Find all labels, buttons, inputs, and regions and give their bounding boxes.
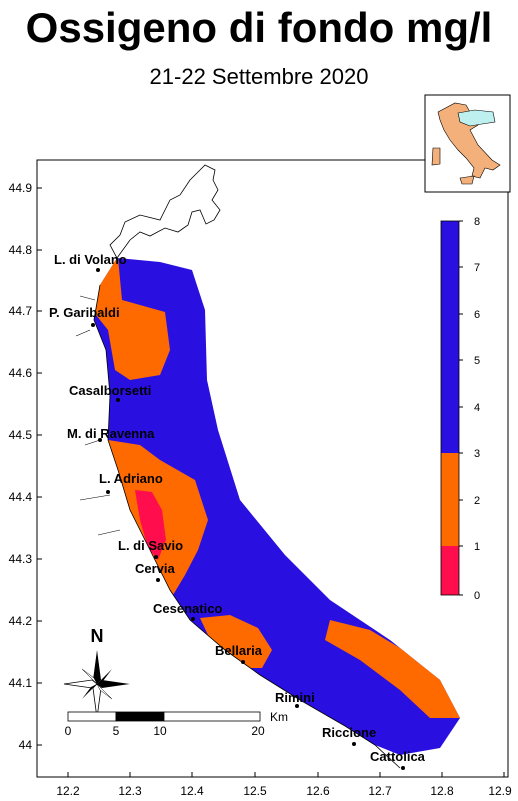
lat-tick-label: 44.7 [9,304,33,318]
scale-label: 0 [65,724,72,738]
colorbar-label: 5 [474,355,480,367]
inset-sicily [459,175,475,185]
town-label-rimini: Rimini [275,690,315,705]
lon-tick-label: 12.5 [243,784,267,798]
town-label-cervia: Cervia [135,561,176,576]
town-label-riccione: Riccione [322,725,376,740]
town-label-savio: L. di Savio [118,538,183,553]
town-label-adriano: L. Adriano [99,471,163,486]
town-label-garibaldi: P. Garibaldi [49,305,120,320]
colorbar-label: 6 [474,309,480,321]
lon-tick-label: 12.3 [118,784,142,798]
coastline-north [109,164,221,259]
town-marker [352,742,356,746]
town-marker [156,578,160,582]
lon-axis: 12.2 12.3 12.4 12.5 12.6 12.7 12.8 12.9 [56,772,512,798]
colorbar-label: 2 [474,495,480,507]
map-frame [36,159,509,778]
lat-tick-label: 44.2 [9,614,33,628]
lat-tick-label: 44.4 [9,490,33,504]
colorbar-class-low [441,546,459,595]
lon-tick-label: 12.2 [56,784,80,798]
town-marker [401,766,405,770]
map-title: Ossigeno di fondo mg/l [25,4,493,51]
town-marker [241,660,245,664]
lat-tick-label: 44.1 [9,676,33,690]
town-marker [106,490,110,494]
colorbar-class-mid [441,453,459,546]
scale-label: 10 [153,724,167,738]
lat-axis: 44.9 44.8 44.7 44.6 44.5 44.4 44.3 44.2 … [9,181,42,752]
scale-label: 20 [251,724,265,738]
coastline-main [93,284,401,769]
lon-tick-label: 12.4 [180,784,204,798]
lon-tick-label: 12.7 [368,784,392,798]
scale-label: 5 [113,724,120,738]
map-subtitle: 21-22 Settembre 2020 [149,64,369,89]
contour-class-mid-south [325,620,460,718]
town-label-volano: L. di Volano [54,252,127,267]
lat-tick-label: 44.5 [9,428,33,442]
colorbar-label: 4 [474,402,480,414]
colorbar-label: 1 [474,541,480,553]
colorbar-label: 0 [474,590,480,602]
colorbar-label: 8 [474,216,480,228]
oxygen-contour-layer [94,258,460,755]
lat-tick-label: 44.9 [9,181,33,195]
town-marker [98,438,102,442]
town-label-casalborsetti: Casalborsetti [69,383,151,398]
scale-unit: Km [270,710,288,724]
lat-tick-label: 44.8 [9,243,33,257]
lat-tick-label: 44.6 [9,366,33,380]
colorbar-label: 3 [474,448,480,460]
town-label-ravenna: M. di Ravenna [67,426,155,441]
lon-tick-label: 12.9 [488,784,512,798]
lon-tick-label: 12.8 [430,784,454,798]
inset-sardinia [431,147,441,166]
town-marker [96,268,100,272]
town-marker [154,555,158,559]
colorbar: 8 7 6 5 4 3 2 1 0 [440,216,480,602]
town-marker [191,617,195,621]
town-label-cattolica: Cattolica [370,749,426,764]
contour-class-mid-north [94,258,170,380]
compass-rose-icon: N [63,626,130,719]
lon-tick-label: 12.6 [306,784,330,798]
inset-emilia-region [457,109,496,127]
town-layer: L. di Volano P. Garibaldi Casalborsetti … [49,252,426,770]
town-label-bellaria: Bellaria [215,643,263,658]
town-label-cesenatico: Cesenatico [153,601,222,616]
town-marker [295,704,299,708]
lat-tick-label: 44.3 [9,552,33,566]
lat-tick-label: 44 [19,738,33,752]
colorbar-class-high [441,221,459,453]
coastline-inlets [75,295,121,536]
inset-map-italy [424,94,511,193]
town-marker [116,398,120,402]
contour-class-low [135,490,166,560]
contour-class-mid-bellaria [200,615,272,668]
north-label: N [91,626,104,646]
town-marker [91,323,95,327]
scale-bar: 0 5 10 20 Km [65,710,288,738]
colorbar-label: 7 [474,262,480,274]
